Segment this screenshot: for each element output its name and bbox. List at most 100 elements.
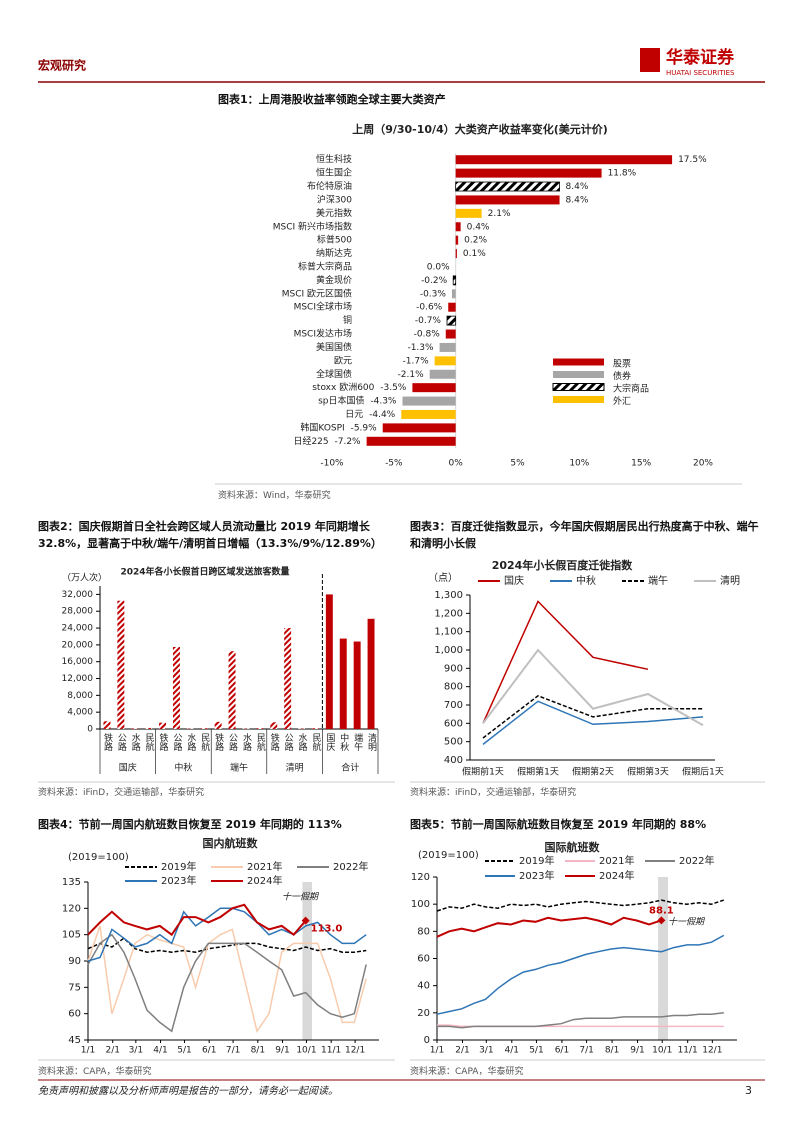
chart-title: 国际航班数 [545,840,601,854]
bar [311,728,319,729]
legend-label: 中秋 [576,574,596,587]
bar [455,181,560,192]
figure-source: 资料来源：CAPA，华泰研究 [38,1067,152,1077]
bar [455,208,482,218]
legend-label: 2024年 [247,874,282,887]
series-line [436,899,725,912]
bar [445,329,456,339]
unit-label: (2019=100) [418,850,479,861]
bar [412,383,456,393]
value-label: 8.4% [566,182,589,192]
category-label: 日经225 [293,435,328,447]
x-tick-label: 20% [693,459,713,469]
y-tick-label: 24,000 [62,624,94,634]
figure-caption: 图表2：国庆假期首日全社会跨区域人员流动量比 2019 年同期增长 32.8%，… [38,520,382,550]
chart-title: 国内航班数 [203,836,259,850]
x-tick-label: 民航 [144,733,155,752]
bar [172,646,180,729]
y-tick-label: 100 [411,899,430,910]
category-label: MSCI全球市场 [294,301,352,313]
category-label: MSCI 新兴市场指数 [273,220,352,232]
bar [145,727,153,729]
category-label: 恒生国企 [316,167,352,179]
bar [382,423,456,433]
chart-title: 上周（9/30-10/4）大类资产收益率变化(美元计价) [352,122,608,136]
highlight-band [658,877,668,1040]
legend-swatch [553,371,604,378]
chart-title: 2024年小长假百度迁徙指数 [492,558,634,572]
x-tick-label: 11/1 [321,1046,341,1056]
bar [214,721,222,729]
x-tick-label: 假期前1天 [462,766,504,778]
value-label: 113.0 [311,924,343,935]
category-label: 美元指数 [316,207,352,219]
value-label: -0.6% [416,303,443,313]
legend-label: 2023年 [519,869,554,882]
bar [455,155,673,165]
series-line [436,934,725,1015]
point-marker [301,916,310,925]
category-label: MSCI 欧元区国债 [282,287,352,299]
y-tick-label: 1,300 [434,590,463,601]
group-label: 清明 [286,762,304,774]
value-label: 0.4% [467,222,490,232]
category-label: 标普大宗商品 [298,260,352,272]
legend-label: 国庆 [504,574,524,587]
value-label: 8.4% [566,195,589,205]
value-label: 11.8% [608,169,637,179]
group-label: 合计 [341,762,359,774]
bar [452,275,457,286]
x-tick-label: 假期第1天 [517,766,559,778]
value-label: -4.3% [370,397,397,407]
x-tick-label: 假期第3天 [627,766,669,778]
series-line [436,916,662,938]
x-tick-label: 水路 [297,732,308,752]
group-label: 端午 [230,762,248,774]
legend-label: 2022年 [333,860,368,873]
x-tick-label: 民航 [255,733,266,752]
category-label: 布伦特原油 [307,180,352,192]
point-marker [657,916,666,925]
x-tick-label: -10% [320,459,344,469]
x-tick-label: 1/1 [81,1046,95,1056]
x-tick-label: 铁路 [102,732,113,752]
x-tick-label: 2/1 [455,1046,469,1056]
category-label: 沪深300 [317,193,352,205]
x-tick-label: 6/1 [202,1046,216,1056]
bar [284,628,292,729]
series-line [482,700,704,745]
category-label: stoxx 欧洲600 [312,381,374,393]
y-tick-label: 135 [62,877,81,888]
x-tick-label: 7/1 [226,1046,240,1056]
section-label: 宏观研究 [38,58,86,73]
value-label: -0.8% [414,330,441,340]
value-label: 0.1% [463,249,486,259]
series-line [482,648,704,727]
x-tick-label: 假期后1天 [682,767,724,778]
legend-label: 2021年 [599,854,634,867]
x-tick-label: 铁路 [213,732,224,752]
unit-label: （点） [428,572,458,584]
x-tick-label: 0% [449,459,464,469]
legend-label: 外汇 [613,395,631,407]
y-tick-label: 800 [444,682,463,693]
legend-label: 2021年 [247,860,282,873]
y-tick-label: 20 [417,1008,430,1019]
figure-caption: 图表5：节前一周国际航班数目恢复至 2019 年同期的 88% [410,818,707,831]
bar [448,302,456,312]
x-tick-label: 铁路 [158,732,169,752]
figure-source: 资料来源：iFinD，交通运输部，华泰研究 [410,788,577,798]
y-tick-label: 120 [411,872,430,883]
x-tick-label: 10% [569,459,589,469]
bar [429,369,456,379]
category-label: 黄金现价 [316,274,352,286]
x-tick-label: 公路 [283,733,294,752]
x-tick-label: 公路 [171,733,182,752]
x-tick-label: 9/1 [275,1046,289,1056]
figure-source: 资料来源：CAPA，华泰研究 [410,1067,524,1077]
highlight-band [302,882,313,1040]
bar [270,722,278,729]
bar [131,728,139,729]
figure-source: 资料来源：Wind，华泰研究 [218,491,331,501]
x-tick-label: -5% [385,459,403,469]
